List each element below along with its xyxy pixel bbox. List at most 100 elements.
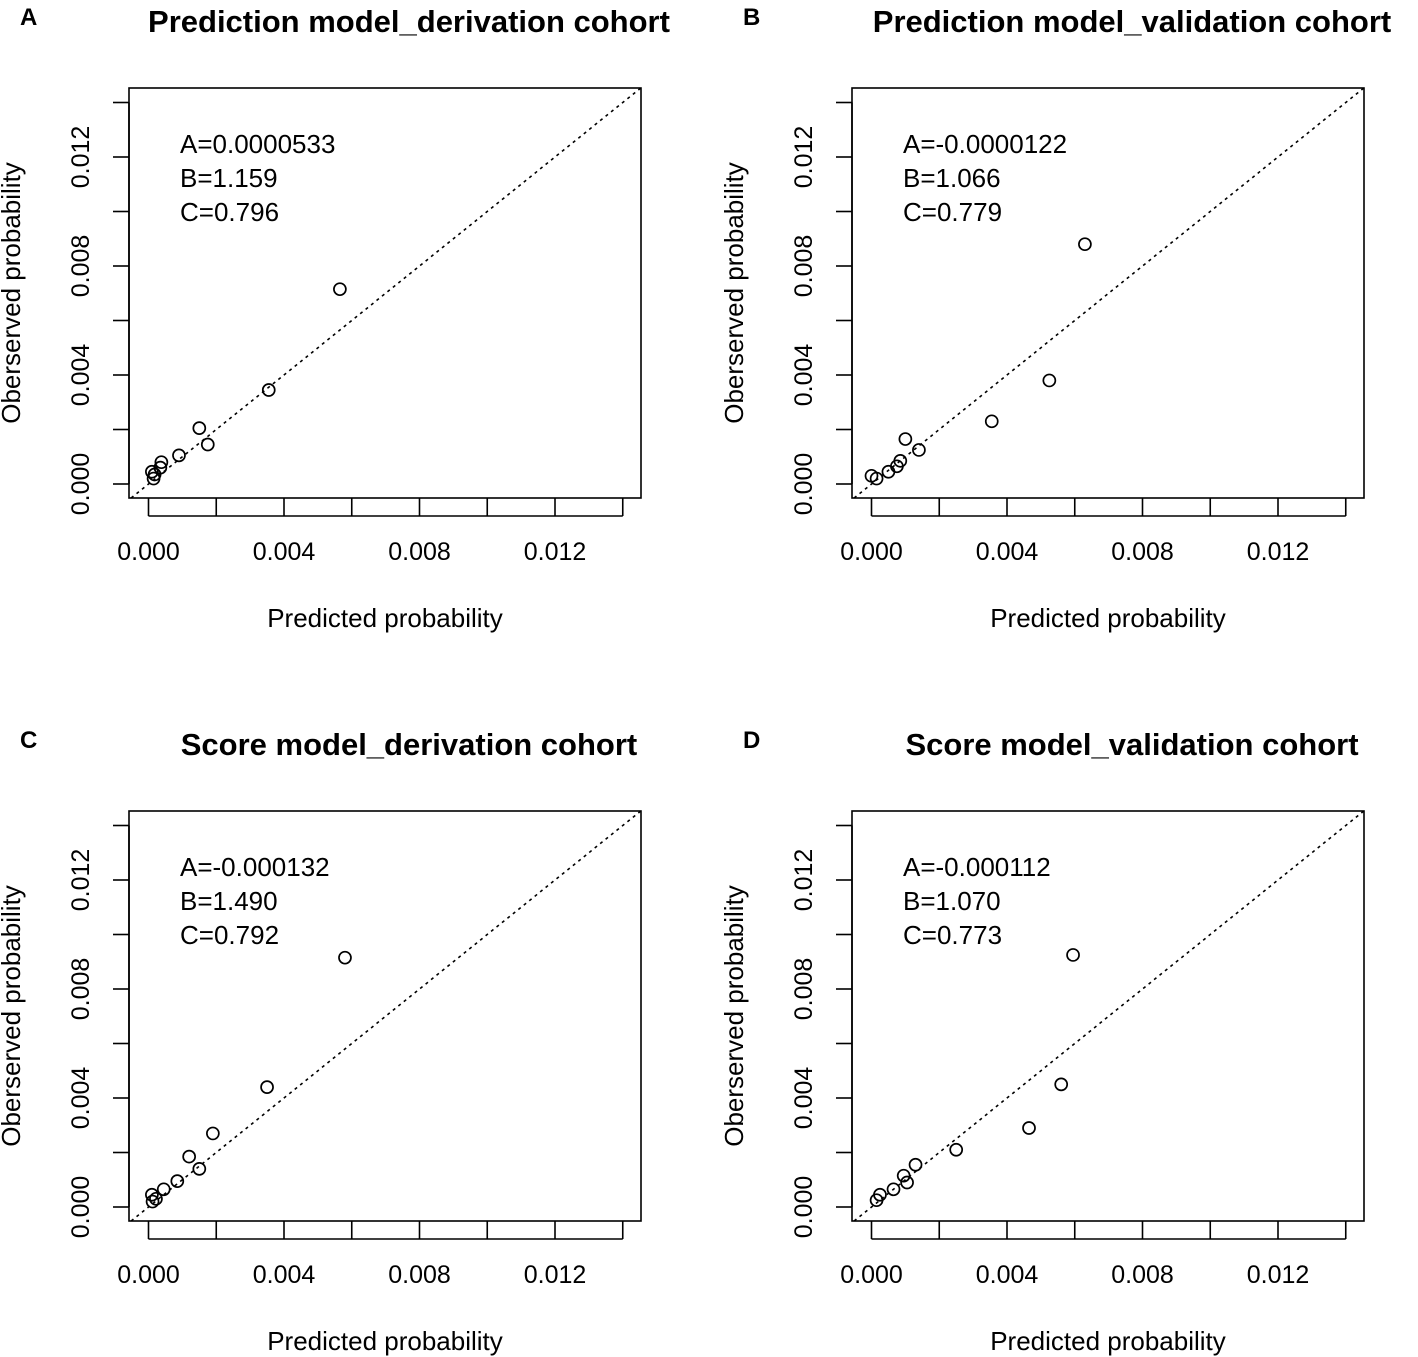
data-point <box>949 1142 964 1157</box>
data-point <box>908 1157 923 1172</box>
y-axis-label: Oberserved probability <box>0 162 26 424</box>
y-tick-label: 0.004 <box>67 344 95 407</box>
data-points <box>145 950 352 1209</box>
data-point <box>192 1162 207 1176</box>
data-point <box>153 460 168 475</box>
y-axis: 0.000 0.004 0.008 0.012 <box>790 101 853 516</box>
data-point <box>881 464 896 479</box>
x-axis-label: Predicted probability <box>990 1326 1226 1356</box>
x-axis-label: Predicted probability <box>990 603 1226 633</box>
x-axis: 0.000 0.004 0.008 0.012 <box>117 1221 624 1289</box>
annotation-block: A=-0.0000122 B=1.066 C=0.779 <box>903 129 1067 227</box>
y-axis: 0.000 0.004 0.008 0.012 <box>790 824 853 1239</box>
data-points <box>864 237 1092 486</box>
data-point <box>869 471 884 486</box>
data-points <box>145 282 347 486</box>
data-point <box>261 383 276 397</box>
y-axis: 0.000 0.004 0.008 0.012 <box>67 101 130 516</box>
data-point <box>1066 948 1080 962</box>
x-tick-label: 0.012 <box>1247 1261 1310 1289</box>
y-tick-label: 0.012 <box>790 126 818 189</box>
annotation-block: A=0.0000533 B=1.159 C=0.796 <box>180 129 335 227</box>
annotation-line: A=-0.000112 <box>903 852 1051 882</box>
chart-title: Prediction model_derivation cohort <box>148 4 670 39</box>
annotation-line: A=0.0000533 <box>180 129 335 159</box>
chart-title: Score model_validation cohort <box>905 727 1358 762</box>
data-point <box>156 1182 171 1197</box>
data-point <box>1078 237 1092 252</box>
data-point <box>170 1174 185 1188</box>
x-tick-label: 0.008 <box>388 538 451 566</box>
annotation-line: B=1.070 <box>903 886 1001 916</box>
panel-label: A <box>20 4 37 31</box>
x-axis-label: Predicted probability <box>267 603 503 633</box>
y-tick-label: 0.008 <box>790 958 818 1021</box>
annotation-line: B=1.159 <box>180 163 278 193</box>
y-tick-label: 0.004 <box>67 1067 95 1130</box>
y-tick-label: 0.012 <box>67 849 95 912</box>
data-point <box>898 432 913 446</box>
annotation-line: C=0.796 <box>180 197 279 227</box>
panel-label: C <box>20 727 37 754</box>
data-point <box>200 437 215 452</box>
data-point <box>1042 373 1057 388</box>
y-tick-label: 0.012 <box>67 126 95 189</box>
y-tick-label: 0.008 <box>790 235 818 298</box>
annotation-line: B=1.490 <box>180 886 278 916</box>
x-tick-label: 0.000 <box>840 538 903 566</box>
y-tick-label: 0.008 <box>67 235 95 298</box>
data-point <box>873 1187 887 1202</box>
data-point <box>192 421 207 435</box>
x-tick-label: 0.012 <box>524 538 587 566</box>
data-point <box>145 1194 160 1209</box>
x-tick-label: 0.004 <box>976 1261 1039 1289</box>
data-point <box>984 414 999 429</box>
data-point <box>896 1168 911 1183</box>
panel-b: B Prediction model_validation cohort 0.000… <box>719 4 1391 633</box>
panel-c: C Score model_derivation cohort 0.000 0.004… <box>0 727 642 1356</box>
data-points <box>869 948 1080 1208</box>
y-axis: 0.000 0.004 0.008 0.012 <box>67 824 130 1239</box>
panel-a: A Prediction model_derivation cohort 0.000… <box>0 4 670 633</box>
x-axis: 0.000 0.004 0.008 0.012 <box>117 498 624 566</box>
data-point <box>1022 1121 1036 1135</box>
y-axis-label: Oberserved probability <box>719 885 749 1147</box>
x-tick-label: 0.008 <box>1111 1261 1174 1289</box>
x-axis: 0.000 0.004 0.008 0.012 <box>840 1221 1347 1289</box>
x-tick-label: 0.012 <box>524 1261 587 1289</box>
annotation-block: A=-0.000112 B=1.070 C=0.773 <box>903 852 1051 950</box>
y-tick-label: 0.000 <box>67 1176 95 1239</box>
annotation-block: A=-0.000132 B=1.490 C=0.792 <box>180 852 330 950</box>
data-point <box>149 1191 163 1206</box>
x-tick-label: 0.004 <box>253 538 316 566</box>
y-axis-label: Oberserved probability <box>719 162 749 424</box>
annotation-line: B=1.066 <box>903 163 1001 193</box>
y-tick-label: 0.000 <box>790 453 818 516</box>
data-point <box>333 282 347 297</box>
x-axis-label: Predicted probability <box>267 1326 503 1356</box>
y-axis-label: Oberserved probability <box>0 885 26 1147</box>
data-point <box>886 1182 901 1197</box>
x-axis: 0.000 0.004 0.008 0.012 <box>840 498 1347 566</box>
chart-title: Score model_derivation cohort <box>181 727 638 762</box>
x-tick-label: 0.000 <box>117 538 180 566</box>
annotation-line: C=0.779 <box>903 197 1002 227</box>
data-point <box>182 1149 196 1164</box>
y-tick-label: 0.000 <box>790 1176 818 1239</box>
x-tick-label: 0.004 <box>253 1261 316 1289</box>
data-point <box>338 950 352 965</box>
x-tick-label: 0.000 <box>117 1261 180 1289</box>
data-point <box>145 464 159 479</box>
annotation-line: A=-0.0000122 <box>903 129 1067 159</box>
y-tick-label: 0.000 <box>67 453 95 516</box>
data-point <box>172 448 186 463</box>
data-point <box>900 1175 914 1190</box>
data-point <box>260 1080 274 1094</box>
panel-d: D Score model_validation cohort 0.000 0.004… <box>719 727 1365 1356</box>
data-point <box>145 1187 159 1202</box>
data-point <box>912 443 926 457</box>
annotation-line: C=0.792 <box>180 920 279 950</box>
data-point <box>206 1126 220 1141</box>
chart-title: Prediction model_validation cohort <box>873 4 1391 39</box>
